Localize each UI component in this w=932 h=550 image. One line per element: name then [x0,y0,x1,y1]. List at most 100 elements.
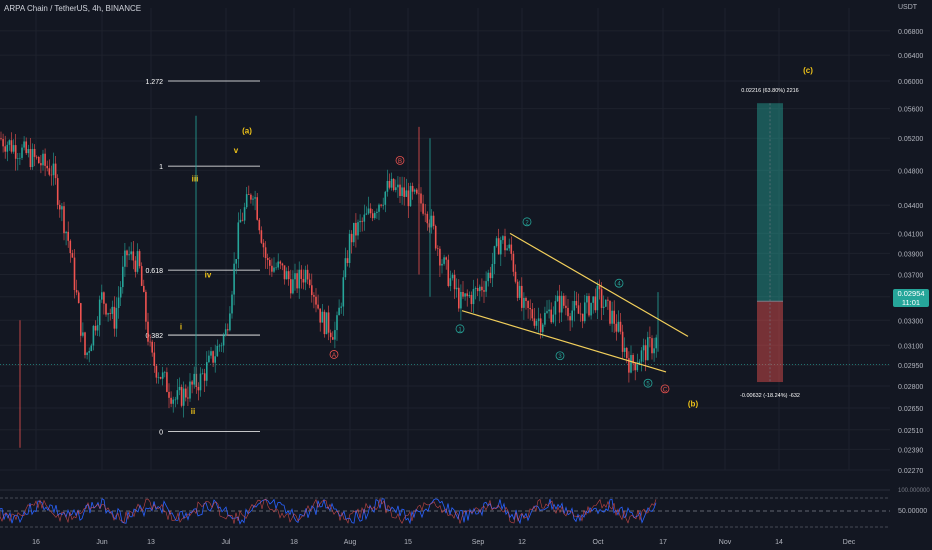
candle-body [10,140,13,152]
candle-body [416,189,418,194]
candle-body [191,381,193,385]
candle-body [63,206,65,234]
candle-body [409,185,412,207]
candle-body [168,391,170,398]
wave-label: 2 [525,220,529,226]
candle-body [527,300,529,308]
candle-body [653,348,655,354]
candle-body [395,187,397,191]
candle-body [382,204,384,206]
candle-body [80,303,82,336]
candle-body [397,184,399,188]
wave-circle [614,278,624,288]
candle-body [365,213,368,215]
candle-body [443,257,445,264]
candle-body [180,386,183,406]
candle-body [113,306,116,329]
candle-body [145,291,147,322]
upper-trendline [509,232,689,337]
candle-body [29,149,32,168]
candle-body [254,197,256,199]
candle-body [437,248,439,250]
y-tick-label: 0.03900 [898,251,923,258]
candle-body [75,290,78,293]
candle-body [611,310,613,324]
candle-body [143,285,145,292]
wave-label: (b) [688,400,699,409]
candle-body [159,377,162,379]
candle-body [621,331,624,352]
x-tick-label: Aug [344,539,357,546]
candle-body [497,238,500,255]
candle-body [119,287,122,298]
candle-body [275,267,277,269]
candle-body [315,296,317,305]
candle-body [577,305,580,314]
y-tick-label: 0.04400 [898,203,923,210]
candle-body [256,197,258,220]
candle-body [319,308,321,323]
candle-body [483,290,485,292]
candle-body [92,325,95,346]
candle-body [300,269,303,279]
wave-label: 5 [646,382,650,388]
candle-body [132,251,135,261]
candle-body [67,231,69,241]
candle-body [628,358,630,373]
candle-body [640,350,643,362]
candle-body [602,306,605,308]
candle-body [630,355,632,373]
rsi-indicator-pane[interactable]: 100.000000 50.00000 [0,488,930,530]
candle-body [344,258,347,278]
candle-body [487,272,489,282]
rsi-level-label: 50.00000 [898,508,927,515]
candle-body [103,292,105,304]
wedge-trendlines[interactable] [461,232,689,373]
candle-body [512,253,515,272]
candle-body [52,163,55,176]
long-position-tool[interactable]: 0.02216 (63.80%) 2216 -0.00632 (-18.24%) … [740,88,800,399]
candle-body [130,251,132,255]
candle-body [101,292,103,300]
candle-body [107,313,109,315]
fibonacci-levels[interactable]: 1.272 1 0.618 0.382 0 [145,79,260,436]
candle-body [584,302,586,322]
candle-body [502,236,504,241]
x-tick-label: Nov [719,539,732,546]
candle-body [199,373,202,391]
wave-circle [555,351,565,361]
candle-body [548,309,550,312]
candle-body [174,399,177,401]
candle-body [59,204,61,210]
candle-body [626,347,628,359]
candle-body [224,329,227,336]
candle-body [269,260,271,266]
candle-body [208,355,210,363]
candle-body [479,286,481,292]
candle-body [325,312,328,335]
candle-body [586,295,588,303]
candle-body [98,299,101,326]
x-tick-label: Jun [96,539,107,546]
candle-body [222,335,225,346]
price-axis-unit: USDT [898,4,918,11]
candle-body [468,295,471,297]
candle-body [508,244,510,249]
candle-body [348,233,351,263]
candle-body [609,300,611,324]
candle-body [340,306,342,308]
candle-body [185,388,187,398]
candle-body [313,295,315,297]
candle-body [453,274,456,290]
candle-body [164,372,166,373]
candle-body [533,318,536,326]
candle-body [371,213,374,219]
fib-level-label: 0 [159,429,163,436]
wave-circle [643,378,653,388]
candle-body [216,345,219,357]
candle-body [321,311,324,323]
candle-body [283,265,286,280]
time-axis[interactable]: 16 Jun 13 Jul 18 Aug 15 Sep 12 Oct 17 Nov 14 Dec [32,539,856,546]
